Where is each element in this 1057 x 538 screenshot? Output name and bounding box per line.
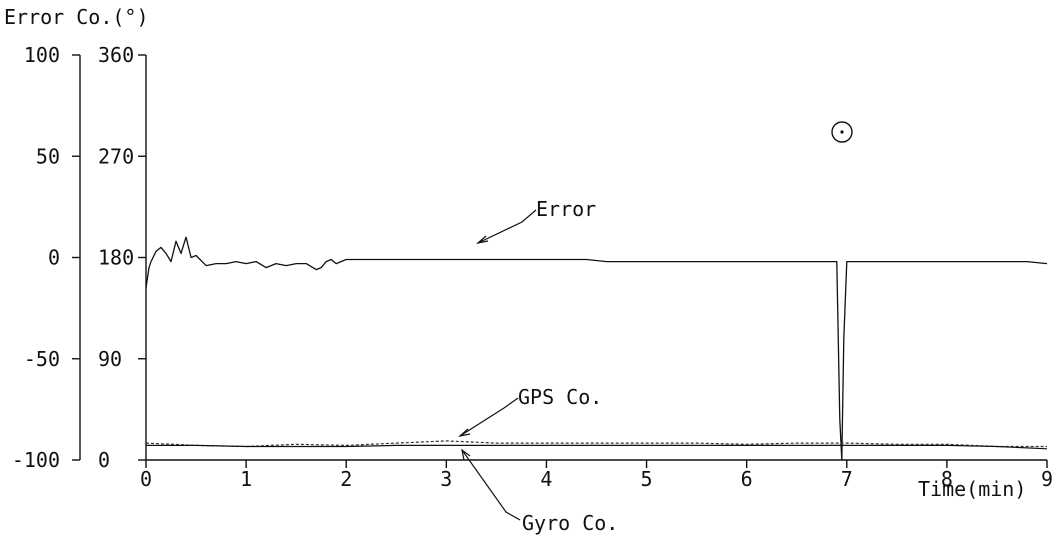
series-line-error (145, 236, 1048, 461)
x-tick-label: 5 (641, 467, 653, 491)
y-right-tick-label: 0 (98, 448, 110, 472)
annotation-error: Error (536, 197, 596, 221)
gps-leader-arrow (457, 428, 471, 438)
annotation-gyro: Gyro Co. (522, 511, 618, 535)
y-left-tick-label: 0 (48, 246, 60, 270)
gyro-leader-line (461, 449, 521, 521)
gps-leader-line (459, 397, 519, 437)
y-right-tick-label: 90 (98, 347, 122, 371)
series-line-gyro-co (146, 444, 1048, 450)
gyro-leader-arrow (461, 448, 471, 461)
series-line-gps-co (145, 440, 1047, 448)
circle-marker-icon (831, 121, 853, 143)
x-tick-label: 7 (841, 467, 853, 491)
x-tick-label: 8 (941, 467, 953, 491)
y-right-tick-label: 360 (98, 43, 134, 67)
circle-marker-dot (840, 130, 844, 134)
x-tick-label: 6 (741, 467, 753, 491)
x-tick-label: 3 (440, 467, 452, 491)
x-tick-label: 2 (340, 467, 352, 491)
y-axis-label: Error Co.(°) (4, 5, 149, 29)
y-right-tick-label: 270 (98, 144, 134, 168)
x-axis-label: Time(min) (918, 477, 1026, 501)
y-right-tick-label: 180 (98, 246, 134, 270)
x-tick-label: 9 (1041, 467, 1053, 491)
y-left-tick-label: 100 (24, 43, 60, 67)
error-leader-line (477, 209, 537, 244)
y-left-tick-label: -100 (12, 448, 60, 472)
y-left-tick-label: -50 (24, 347, 60, 371)
annotation-gps: GPS Co. (518, 385, 602, 409)
x-tick-label: 0 (140, 467, 152, 491)
x-tick-label: 1 (240, 467, 252, 491)
x-tick-label: 4 (540, 467, 552, 491)
error-leader-arrow (475, 235, 489, 245)
y-left-tick-label: 50 (36, 144, 60, 168)
